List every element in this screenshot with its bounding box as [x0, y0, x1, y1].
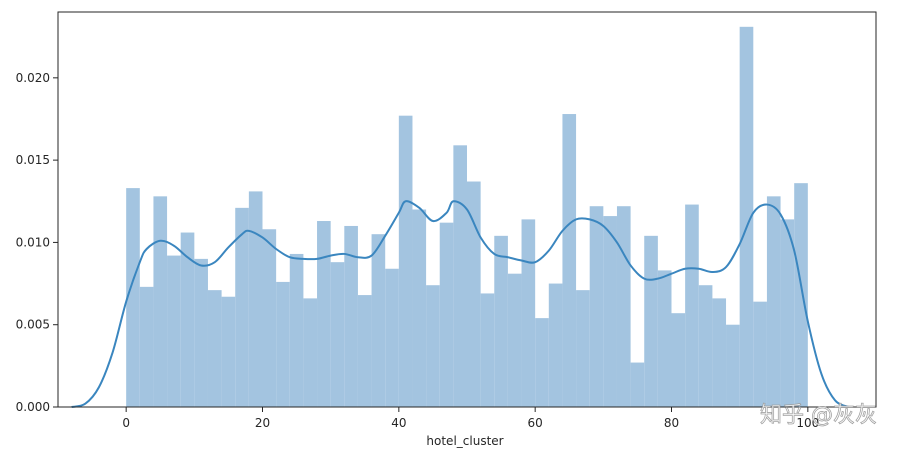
x-axis-ticks: 0 20 40 60 80 100: [122, 407, 819, 430]
histogram-bar: [412, 209, 427, 407]
y-tick-label: 0.015: [16, 153, 50, 167]
histogram-bar: [371, 234, 386, 407]
histogram-bar: [303, 298, 318, 407]
histogram-bar: [739, 26, 754, 407]
histogram-bar: [276, 281, 290, 407]
plot-frame: [57, 11, 877, 408]
x-tick-label: 20: [255, 416, 270, 430]
histogram-bar: [753, 301, 767, 407]
histogram-bar: [453, 145, 467, 407]
y-tick-label: 0.010: [16, 235, 50, 249]
histogram-bars: [126, 26, 808, 408]
x-tick-label: 0: [122, 416, 130, 430]
histogram-bar: [357, 295, 372, 407]
histogram-bar: [589, 206, 604, 407]
histogram-bar: [576, 290, 590, 407]
histogram-bar: [221, 296, 236, 407]
histogram-bar: [153, 196, 168, 407]
histogram-bar: [698, 285, 713, 407]
histogram-bar: [480, 293, 495, 407]
histogram-bar: [535, 318, 549, 407]
histogram-bar: [317, 221, 331, 407]
histogram-bar: [712, 298, 727, 407]
histogram-bar: [426, 285, 440, 407]
histogram-bar: [289, 253, 304, 407]
y-tick-label: 0.005: [16, 318, 50, 332]
histogram-bar: [562, 114, 577, 408]
histogram-bar: [167, 255, 181, 407]
y-tick-label: 0.020: [16, 71, 50, 85]
y-tick-label: 0.000: [16, 400, 50, 414]
x-tick-label: 80: [664, 416, 679, 430]
x-tick-label: 60: [528, 416, 543, 430]
x-axis-label: hotel_cluster: [426, 434, 503, 448]
histogram-bar: [507, 273, 522, 407]
y-axis-ticks: 0.000 0.005 0.010 0.015 0.020: [16, 71, 58, 414]
histogram-bar: [262, 229, 277, 407]
histogram-bar: [780, 219, 795, 407]
histogram-bar: [439, 222, 454, 407]
watermark-text: 知乎 @灰灰: [760, 403, 877, 428]
kde-curve: [71, 200, 850, 408]
histogram-bar: [726, 324, 740, 407]
histogram-bar: [766, 196, 781, 407]
histogram-bar: [630, 362, 645, 407]
histogram-bar: [616, 206, 631, 407]
histogram-bar: [521, 219, 536, 407]
histogram-bar: [385, 268, 399, 407]
histogram-bar: [685, 204, 699, 407]
histogram-bar: [467, 181, 481, 407]
histogram-bar: [548, 283, 563, 407]
histogram-bar: [126, 188, 140, 407]
histogram-bar: [180, 232, 195, 407]
histogram-bar: [657, 270, 672, 407]
histogram-bar: [248, 191, 263, 407]
x-tick-label: 100: [796, 416, 819, 430]
histogram-bar: [671, 313, 686, 407]
histogram-bar: [644, 235, 658, 407]
histogram-bar: [398, 115, 413, 407]
histogram-bar: [194, 258, 208, 407]
histogram-bar: [235, 207, 249, 407]
histogram-bar: [139, 286, 154, 407]
x-tick-label: 40: [391, 416, 406, 430]
histogram-bar: [330, 262, 345, 407]
histogram-bar: [603, 216, 617, 407]
histogram-bar: [794, 183, 808, 407]
histogram-bar: [344, 225, 358, 407]
histogram-bar: [207, 290, 222, 407]
histogram-bar: [494, 235, 508, 407]
